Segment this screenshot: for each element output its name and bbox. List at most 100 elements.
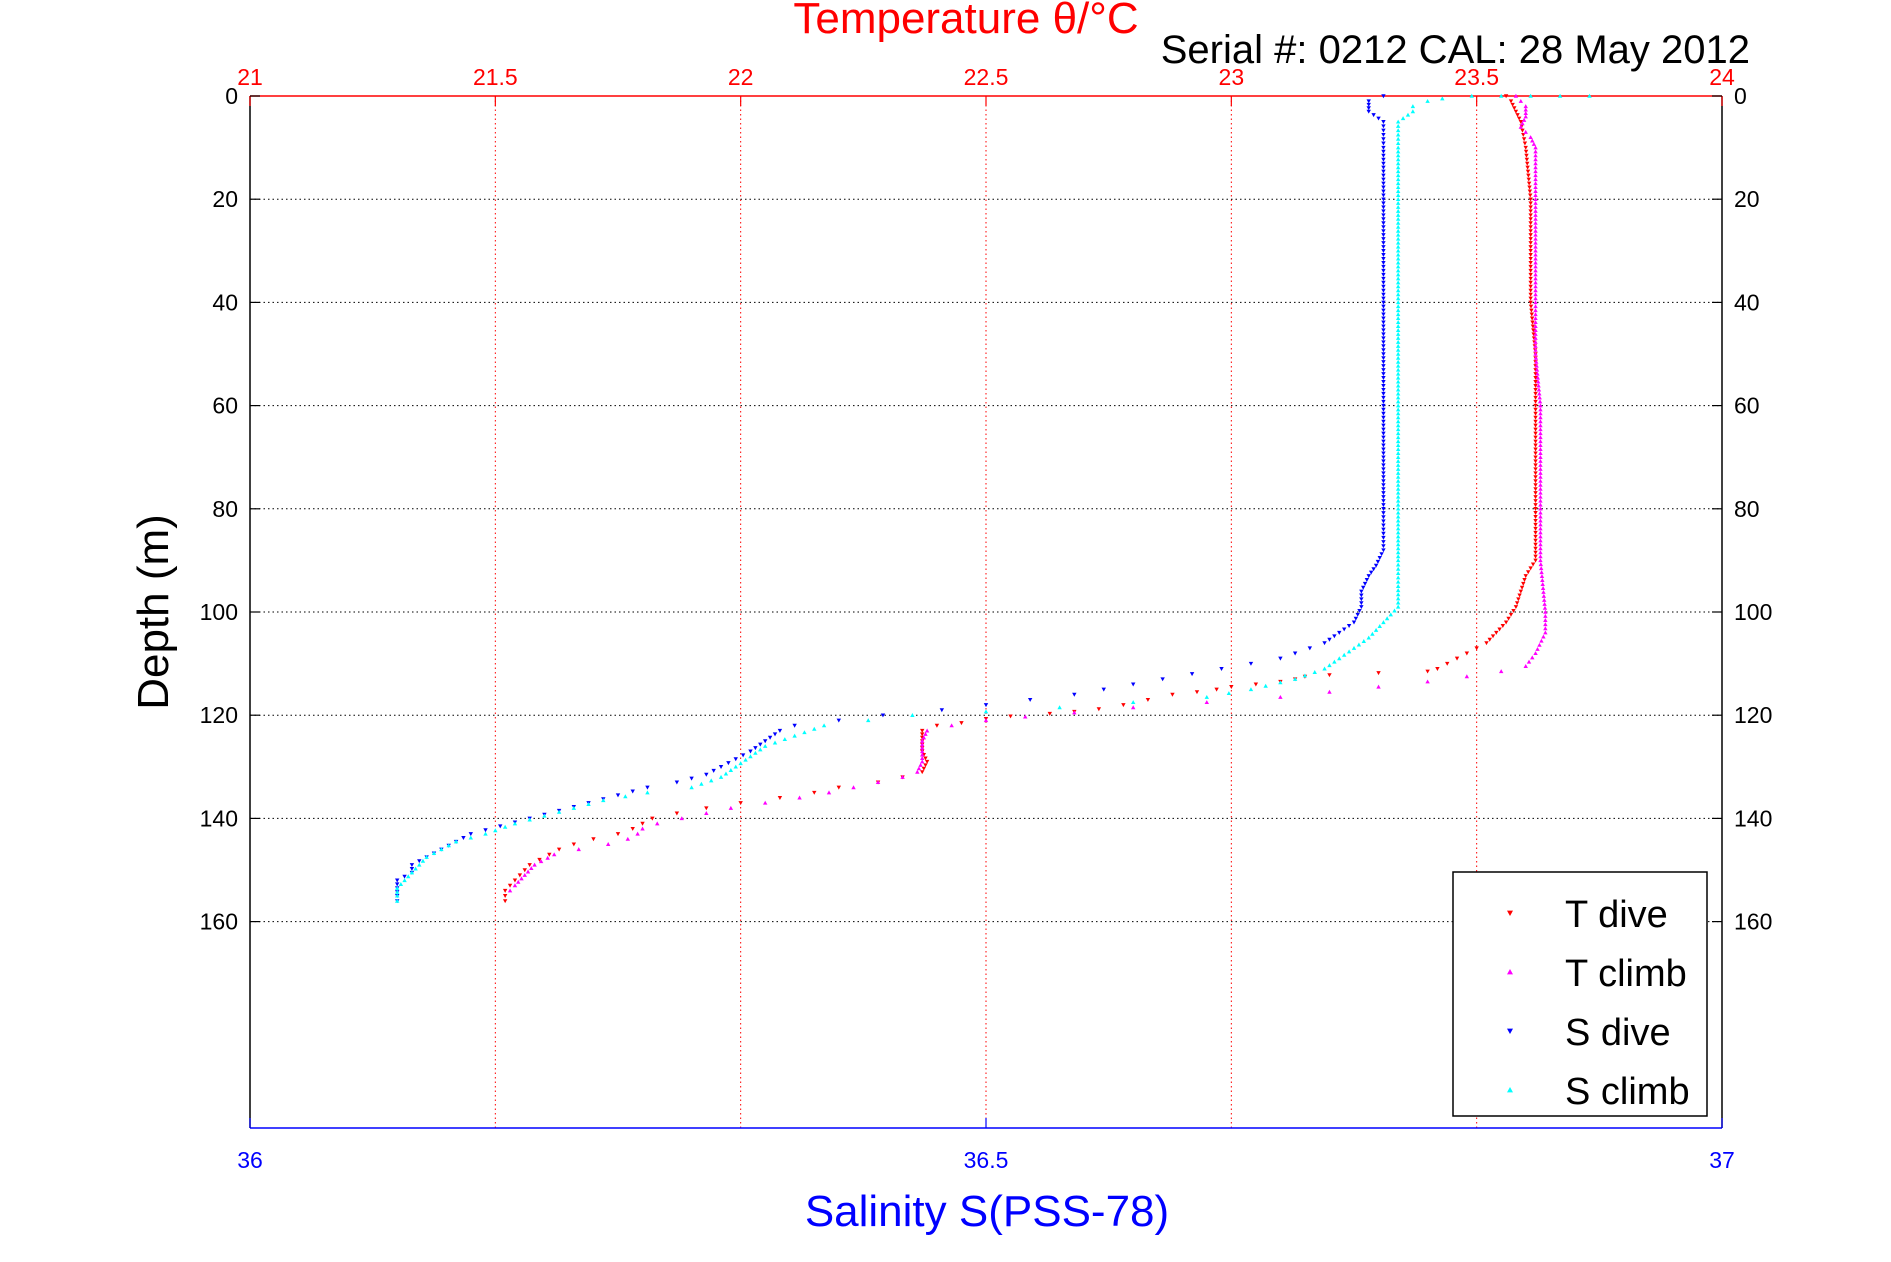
data-point bbox=[519, 876, 524, 881]
data-point bbox=[1587, 93, 1592, 98]
data-point bbox=[1538, 526, 1543, 531]
data-point bbox=[1524, 153, 1529, 158]
data-point bbox=[1490, 634, 1496, 639]
data-point bbox=[1522, 577, 1527, 582]
data-point bbox=[1395, 411, 1401, 416]
data-point bbox=[772, 732, 778, 737]
data-point bbox=[1322, 641, 1327, 646]
data-point bbox=[1395, 220, 1401, 225]
data-point bbox=[1395, 571, 1401, 576]
data-point bbox=[1529, 316, 1535, 321]
data-point bbox=[1395, 490, 1401, 495]
data-point bbox=[1533, 149, 1538, 154]
data-point bbox=[723, 771, 729, 776]
data-point bbox=[1248, 661, 1254, 666]
data-point bbox=[650, 816, 655, 821]
data-point bbox=[446, 843, 451, 848]
data-point bbox=[1381, 124, 1386, 129]
data-point bbox=[1533, 200, 1538, 205]
data-point bbox=[1533, 507, 1538, 511]
data-point bbox=[517, 873, 523, 878]
series-layer bbox=[395, 93, 1592, 904]
data-point bbox=[1543, 609, 1548, 614]
data-point bbox=[1395, 455, 1401, 459]
data-point bbox=[1121, 703, 1126, 708]
data-point bbox=[1534, 359, 1539, 364]
data-point bbox=[1543, 630, 1548, 635]
data-point bbox=[605, 842, 611, 846]
temp-tick-label: 24 bbox=[1709, 64, 1735, 90]
data-point bbox=[718, 765, 724, 769]
data-point bbox=[1381, 540, 1386, 545]
data-point bbox=[1533, 157, 1538, 162]
data-point bbox=[797, 795, 802, 800]
data-point bbox=[1538, 435, 1543, 440]
depth-tick-label-right: 60 bbox=[1734, 393, 1760, 419]
data-point bbox=[424, 854, 429, 859]
data-point bbox=[1379, 552, 1384, 557]
data-point bbox=[1533, 518, 1538, 523]
data-point bbox=[1357, 608, 1362, 613]
data-point bbox=[1533, 411, 1538, 416]
data-point bbox=[1538, 439, 1543, 444]
data-point bbox=[1528, 229, 1533, 234]
data-point bbox=[1528, 93, 1533, 98]
data-point bbox=[1381, 459, 1386, 464]
data-point bbox=[1381, 205, 1386, 210]
sal-tick-label: 36 bbox=[237, 1147, 263, 1173]
data-point bbox=[1381, 324, 1386, 329]
data-point bbox=[753, 746, 758, 751]
data-point bbox=[1131, 700, 1136, 705]
data-point bbox=[1351, 645, 1357, 650]
data-point bbox=[1395, 371, 1401, 376]
data-point bbox=[1518, 124, 1524, 129]
data-point bbox=[1395, 284, 1401, 289]
data-point bbox=[1520, 121, 1525, 126]
data-point bbox=[1528, 280, 1533, 285]
data-point bbox=[1395, 132, 1401, 137]
data-point bbox=[1395, 526, 1401, 531]
data-point bbox=[1538, 530, 1543, 535]
data-point bbox=[1533, 550, 1538, 555]
data-point bbox=[1535, 379, 1541, 384]
data-point bbox=[1537, 391, 1542, 396]
sal-tick-label: 36.5 bbox=[964, 1147, 1009, 1173]
data-point bbox=[1381, 487, 1386, 492]
data-point bbox=[527, 863, 532, 868]
depth-tick-label-right: 160 bbox=[1734, 909, 1772, 935]
data-point bbox=[417, 859, 422, 864]
data-point bbox=[1528, 566, 1533, 571]
data-point bbox=[1520, 128, 1525, 133]
data-point bbox=[1511, 608, 1516, 613]
legend: T dive T climb S dive S climb bbox=[1452, 871, 1708, 1117]
data-point bbox=[1395, 431, 1401, 436]
data-point bbox=[1364, 577, 1370, 582]
data-point bbox=[1513, 93, 1519, 98]
data-point bbox=[1533, 165, 1538, 170]
depth-tick-label-left: 20 bbox=[212, 186, 238, 212]
data-point bbox=[1533, 240, 1538, 245]
data-point bbox=[1395, 324, 1401, 328]
data-point bbox=[1533, 483, 1538, 488]
data-point bbox=[1395, 280, 1401, 285]
data-point bbox=[1531, 141, 1537, 146]
data-point bbox=[1189, 672, 1195, 677]
data-point bbox=[395, 893, 400, 898]
data-point bbox=[1395, 584, 1401, 588]
legend-label: S climb bbox=[1565, 1071, 1690, 1113]
data-point bbox=[1381, 391, 1386, 396]
data-point bbox=[1533, 236, 1538, 241]
data-point bbox=[1533, 435, 1538, 440]
data-point bbox=[1533, 220, 1538, 225]
data-point bbox=[1525, 570, 1531, 575]
data-point bbox=[552, 852, 557, 857]
data-point bbox=[1072, 692, 1077, 697]
data-point bbox=[1395, 351, 1401, 356]
data-point bbox=[1366, 574, 1371, 579]
data-point bbox=[1395, 288, 1401, 293]
data-point bbox=[920, 745, 925, 750]
data-point bbox=[1395, 550, 1401, 555]
data-point bbox=[1388, 612, 1393, 617]
data-point bbox=[1533, 471, 1538, 476]
data-point bbox=[1395, 347, 1401, 352]
